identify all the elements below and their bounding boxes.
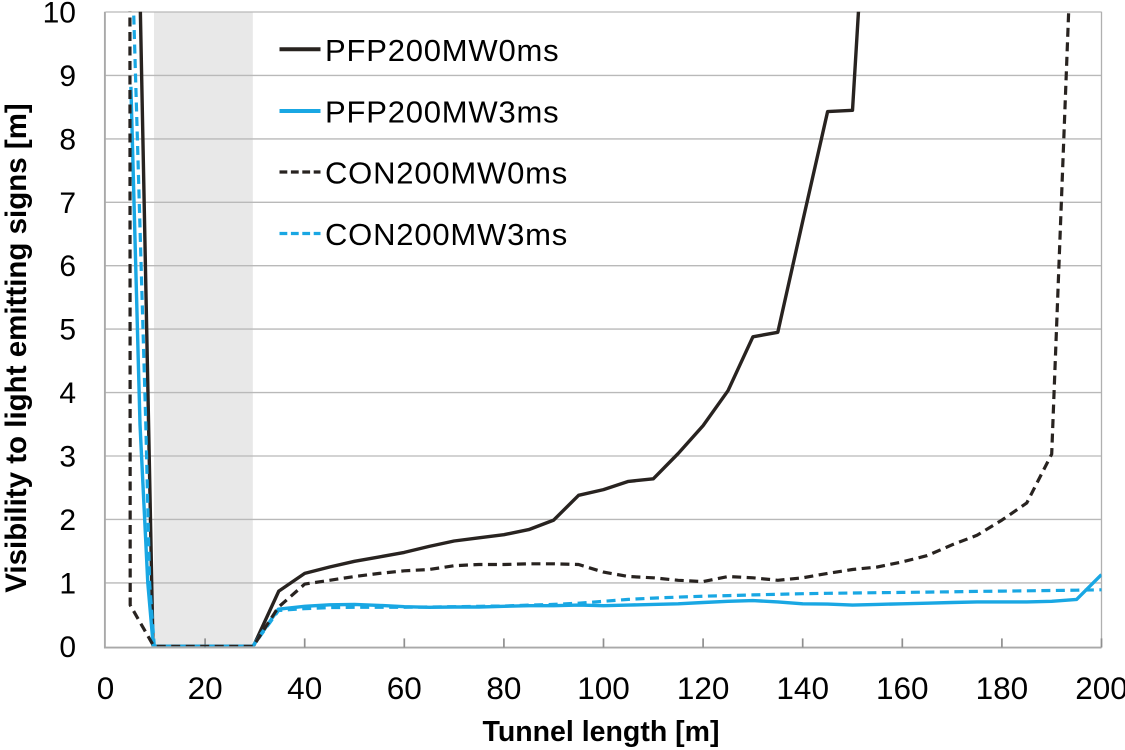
svg-text:140: 140 xyxy=(776,670,829,706)
svg-text:20: 20 xyxy=(188,670,223,706)
svg-text:Visibility to light emitting s: Visibility to light emitting signs [m] xyxy=(0,103,33,593)
svg-text:PFP200MW3ms: PFP200MW3ms xyxy=(325,95,559,130)
svg-text:60: 60 xyxy=(387,670,422,706)
svg-text:PFP200MW0ms: PFP200MW0ms xyxy=(325,33,559,68)
svg-text:CON200MW3ms: CON200MW3ms xyxy=(325,217,568,252)
svg-text:40: 40 xyxy=(287,670,322,706)
svg-text:160: 160 xyxy=(876,670,929,706)
svg-text:7: 7 xyxy=(59,187,76,220)
svg-text:4: 4 xyxy=(59,377,76,410)
svg-text:80: 80 xyxy=(486,670,521,706)
svg-text:8: 8 xyxy=(59,123,76,156)
svg-text:10: 10 xyxy=(43,0,76,30)
svg-text:5: 5 xyxy=(59,314,76,347)
svg-text:9: 9 xyxy=(59,60,76,93)
svg-text:180: 180 xyxy=(976,670,1029,706)
svg-text:120: 120 xyxy=(677,670,730,706)
svg-text:3: 3 xyxy=(59,441,76,474)
svg-text:100: 100 xyxy=(577,670,630,706)
svg-text:0: 0 xyxy=(97,670,115,706)
svg-text:1: 1 xyxy=(59,567,76,600)
svg-text:6: 6 xyxy=(59,250,76,283)
svg-text:200: 200 xyxy=(1075,670,1125,706)
svg-text:CON200MW0ms: CON200MW0ms xyxy=(325,156,568,191)
svg-text:0: 0 xyxy=(59,631,76,664)
svg-text:Tunnel length [m]: Tunnel length [m] xyxy=(483,716,720,748)
svg-text:2: 2 xyxy=(59,504,76,537)
